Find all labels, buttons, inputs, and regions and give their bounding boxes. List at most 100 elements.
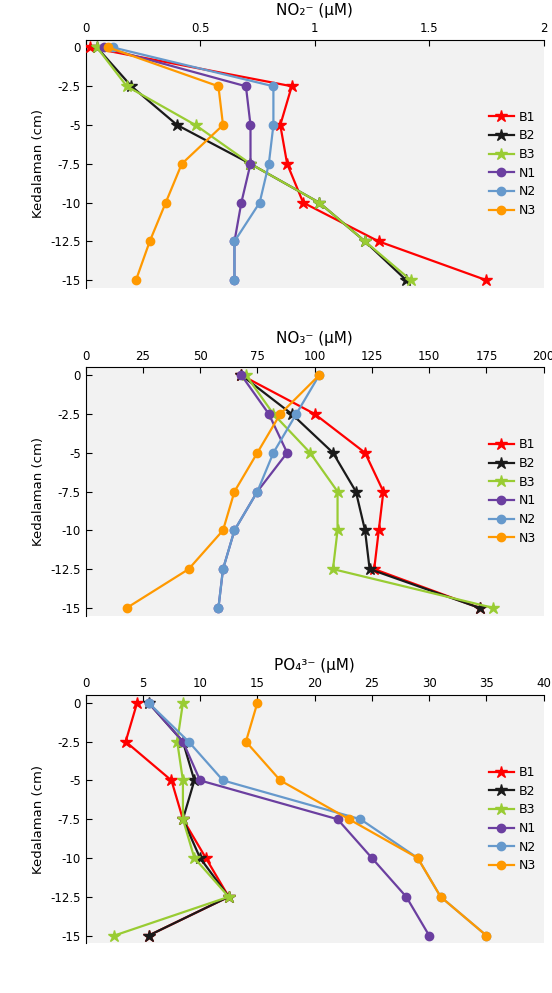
Line: N1: N1 bbox=[100, 44, 254, 284]
B2 bbox=[316, 197, 322, 209]
N2 bbox=[316, 369, 322, 381]
B3 bbox=[179, 813, 186, 825]
N2 bbox=[256, 197, 263, 209]
B3 bbox=[179, 775, 186, 786]
Line: B1: B1 bbox=[119, 697, 235, 941]
Line: N2: N2 bbox=[145, 699, 491, 939]
N1 bbox=[335, 813, 341, 825]
N1 bbox=[243, 80, 250, 92]
N1 bbox=[369, 852, 375, 864]
B2 bbox=[94, 42, 100, 54]
N3 bbox=[124, 602, 130, 614]
B1 bbox=[476, 602, 483, 614]
Y-axis label: Kedalaman (cm): Kedalaman (cm) bbox=[31, 109, 45, 218]
N3 bbox=[231, 486, 238, 497]
B3 bbox=[191, 852, 198, 864]
N1 bbox=[247, 119, 254, 131]
B1 bbox=[225, 891, 232, 903]
N1 bbox=[284, 447, 290, 459]
N2 bbox=[270, 119, 277, 131]
N3 bbox=[316, 369, 322, 381]
B3 bbox=[174, 736, 181, 748]
N2 bbox=[110, 42, 116, 54]
B2 bbox=[145, 929, 152, 941]
Line: B2: B2 bbox=[142, 697, 235, 941]
B2 bbox=[330, 447, 336, 459]
B1 bbox=[238, 369, 245, 381]
B3 bbox=[124, 80, 130, 92]
N1 bbox=[266, 408, 272, 420]
B2 bbox=[174, 119, 181, 131]
B2 bbox=[191, 775, 198, 786]
B3 bbox=[111, 929, 118, 941]
B1 bbox=[87, 42, 93, 54]
N3 bbox=[277, 775, 284, 786]
Line: B2: B2 bbox=[235, 369, 486, 614]
N3 bbox=[277, 408, 284, 420]
Legend: B1, B2, B3, N1, N2, N3: B1, B2, B3, N1, N2, N3 bbox=[488, 109, 538, 218]
B3 bbox=[270, 408, 277, 420]
B1 bbox=[300, 197, 306, 209]
X-axis label: NO₃⁻ (μM): NO₃⁻ (μM) bbox=[276, 331, 353, 346]
N3 bbox=[132, 274, 139, 286]
B2 bbox=[179, 813, 186, 825]
N1 bbox=[215, 602, 222, 614]
N2 bbox=[270, 80, 277, 92]
N2 bbox=[145, 697, 152, 709]
N1 bbox=[231, 524, 238, 536]
Line: B1: B1 bbox=[235, 369, 486, 614]
N2 bbox=[185, 736, 192, 748]
Line: B1: B1 bbox=[84, 42, 493, 286]
X-axis label: PO₄³⁻ (μM): PO₄³⁻ (μM) bbox=[274, 658, 355, 673]
Line: N2: N2 bbox=[214, 371, 323, 612]
B1 bbox=[203, 852, 209, 864]
N3 bbox=[483, 929, 490, 941]
Legend: B1, B2, B3, N1, N2, N3: B1, B2, B3, N1, N2, N3 bbox=[488, 437, 538, 546]
B3 bbox=[247, 158, 254, 170]
X-axis label: NO₂⁻ (μM): NO₂⁻ (μM) bbox=[276, 3, 353, 18]
N3 bbox=[215, 80, 222, 92]
N2 bbox=[357, 813, 364, 825]
B3 bbox=[407, 274, 414, 286]
N1 bbox=[220, 563, 226, 575]
N3 bbox=[254, 447, 261, 459]
Line: N1: N1 bbox=[214, 371, 291, 612]
N3 bbox=[146, 235, 153, 247]
B3 bbox=[335, 524, 341, 536]
N1 bbox=[426, 929, 433, 941]
B3 bbox=[307, 447, 314, 459]
N1 bbox=[238, 197, 245, 209]
N3 bbox=[105, 42, 112, 54]
N1 bbox=[231, 235, 238, 247]
Line: N2: N2 bbox=[109, 44, 278, 284]
Line: N3: N3 bbox=[242, 699, 491, 939]
B1 bbox=[483, 274, 490, 286]
B3 bbox=[179, 697, 186, 709]
B2 bbox=[353, 486, 359, 497]
B1 bbox=[179, 813, 186, 825]
N3 bbox=[254, 697, 261, 709]
N1 bbox=[247, 158, 254, 170]
N3 bbox=[437, 891, 444, 903]
B1 bbox=[284, 158, 290, 170]
B3 bbox=[243, 369, 250, 381]
B3 bbox=[316, 197, 322, 209]
N2 bbox=[483, 929, 490, 941]
B1 bbox=[277, 119, 284, 131]
N1 bbox=[197, 775, 204, 786]
N2 bbox=[231, 274, 238, 286]
B2 bbox=[247, 158, 254, 170]
N1 bbox=[231, 274, 238, 286]
B3 bbox=[192, 119, 199, 131]
B1 bbox=[375, 524, 382, 536]
N3 bbox=[415, 852, 421, 864]
N3 bbox=[220, 524, 226, 536]
B1 bbox=[375, 235, 382, 247]
B2 bbox=[197, 852, 204, 864]
B2 bbox=[289, 408, 295, 420]
B1 bbox=[145, 929, 152, 941]
N1 bbox=[145, 697, 152, 709]
B1 bbox=[168, 775, 175, 786]
B1 bbox=[380, 486, 387, 497]
N3 bbox=[178, 158, 185, 170]
